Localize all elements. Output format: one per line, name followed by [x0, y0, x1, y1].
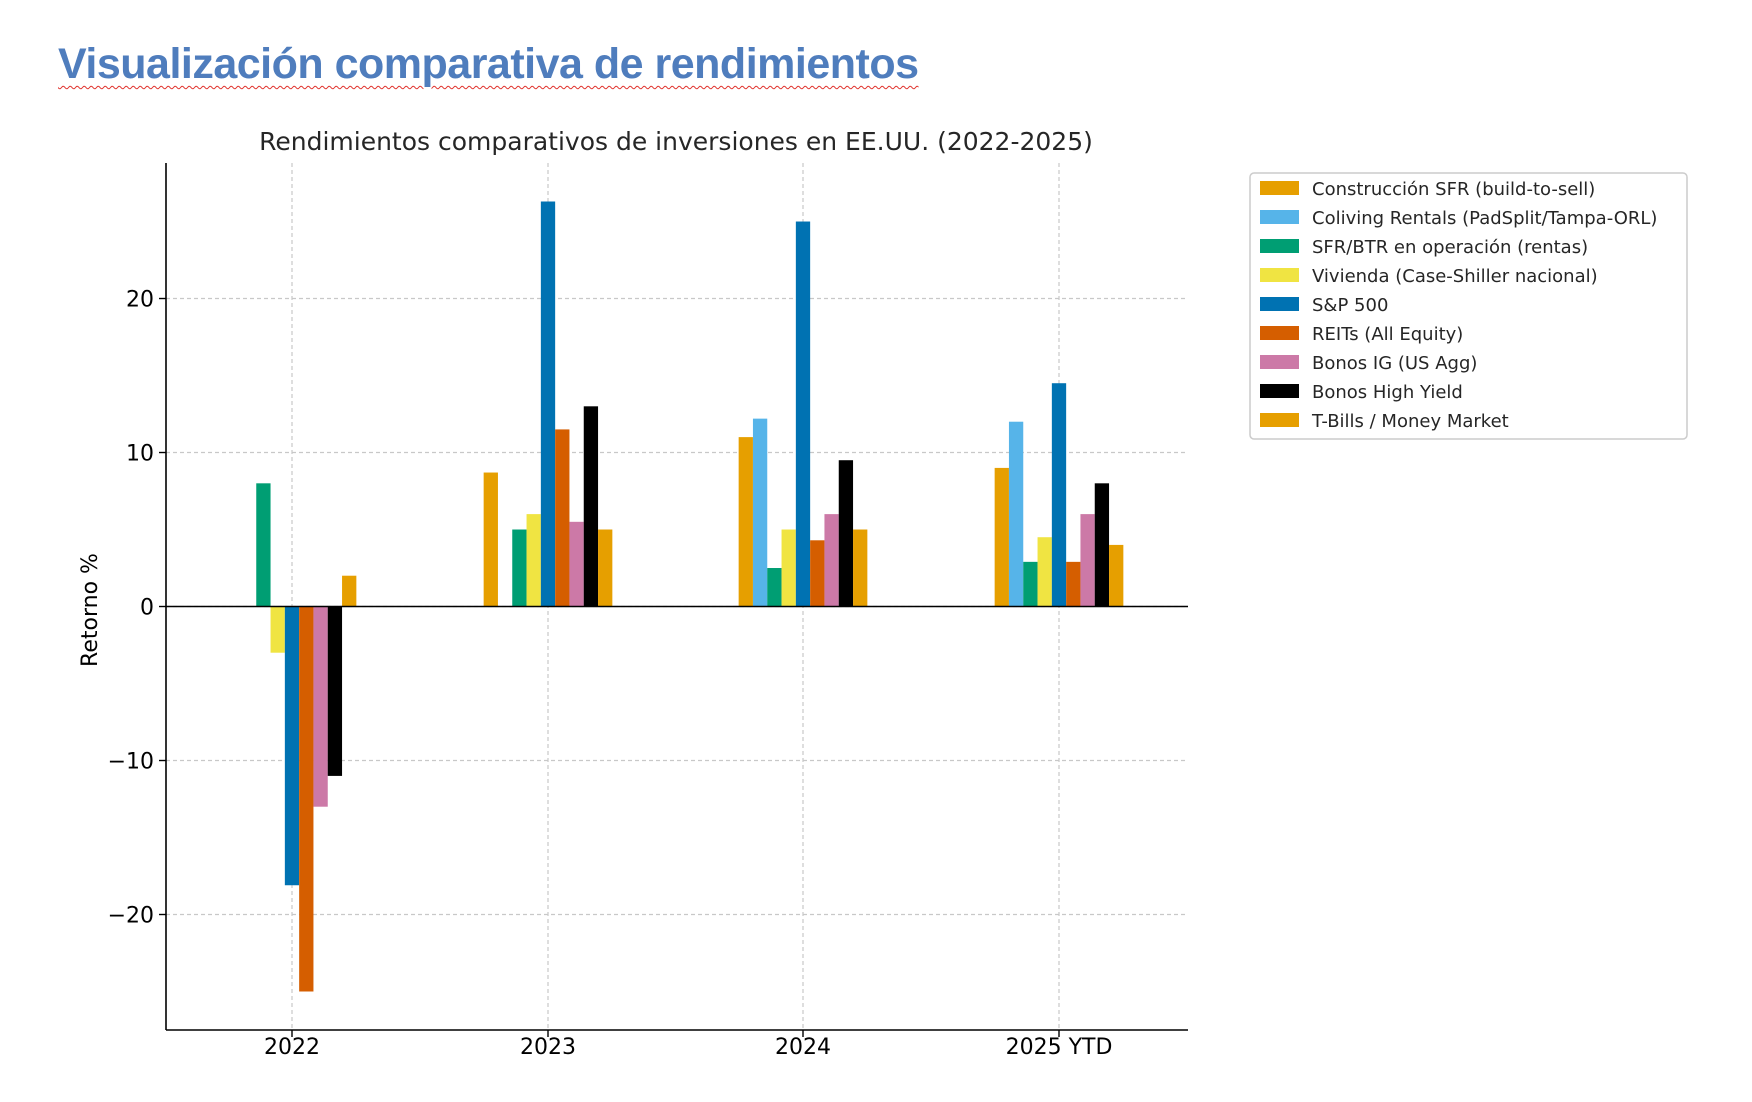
bar: [1008, 421, 1024, 607]
legend-swatch: [1260, 297, 1299, 311]
y-tick-label: 10: [126, 442, 154, 467]
legend-swatch: [1260, 413, 1299, 427]
x-tick-label: 2024: [775, 1035, 831, 1060]
bar: [1051, 383, 1067, 607]
bar: [342, 575, 357, 607]
legend-label: REITs (All Equity): [1312, 324, 1463, 345]
x-tick-label: 2022: [264, 1035, 320, 1060]
bar: [540, 201, 556, 607]
bar: [1109, 544, 1124, 607]
y-tick-label: −20: [108, 904, 154, 929]
bar: [781, 529, 796, 607]
y-tick-label: 20: [126, 288, 154, 313]
bars: [256, 201, 1124, 992]
legend-swatch: [1260, 268, 1299, 282]
y-axis-label: Retorno %: [78, 553, 103, 667]
bar: [256, 483, 271, 607]
bar: [1066, 561, 1081, 607]
bar: [994, 467, 1009, 607]
legend-swatch: [1260, 355, 1299, 369]
legend-label: SFR/BTR en operación (rentas): [1312, 237, 1588, 258]
bar: [569, 521, 584, 607]
legend-swatch: [1260, 181, 1299, 195]
bar: [483, 472, 498, 607]
bar: [313, 606, 328, 807]
bar: [838, 460, 854, 607]
legend-swatch: [1260, 210, 1299, 224]
bar: [299, 606, 314, 992]
y-tick-label: 0: [140, 596, 154, 621]
bar: [284, 606, 300, 886]
legend-label: Bonos IG (US Agg): [1312, 353, 1477, 374]
legend-label: T-Bills / Money Market: [1311, 411, 1509, 432]
y-tick-label: −10: [108, 750, 154, 775]
axes: −20 −10 0 10 20 2022 2023 2024 2025 YTD: [108, 163, 1188, 1060]
bar: [1037, 537, 1052, 607]
bar: [810, 540, 825, 607]
bar: [555, 429, 570, 607]
chart-title: Rendimientos comparativos de inversiones…: [259, 127, 1093, 156]
legend-swatch: [1260, 384, 1299, 398]
bar: [752, 418, 768, 607]
bar: [1080, 514, 1095, 607]
legend-label: Vivienda (Case-Shiller nacional): [1312, 266, 1598, 287]
legend-label: Construcción SFR (build-to-sell): [1312, 179, 1595, 200]
x-tick-label: 2023: [520, 1035, 576, 1060]
bar: [1094, 483, 1110, 607]
bar: [526, 514, 541, 607]
bar: [853, 529, 868, 607]
page-heading: Visualización comparativa de rendimiento…: [58, 40, 919, 88]
legend-frame: [1249, 172, 1688, 440]
bar: [1023, 561, 1038, 607]
legend-swatch: [1260, 239, 1299, 253]
legend: Construcción SFR (build-to-sell) Coliving…: [1249, 172, 1688, 440]
bar: [270, 606, 285, 653]
legend-label: S&P 500: [1312, 295, 1388, 316]
bar: [598, 529, 613, 607]
bar: [795, 221, 811, 607]
bar: [512, 529, 527, 607]
bar: [767, 568, 782, 607]
bar: [327, 606, 343, 776]
legend-swatch: [1260, 326, 1299, 340]
x-tick-label: 2025 YTD: [1006, 1035, 1113, 1060]
bar: [738, 437, 753, 607]
legend-label: Bonos High Yield: [1312, 382, 1463, 403]
legend-label: Coliving Rentals (PadSplit/Tampa-ORL): [1312, 208, 1657, 229]
bar: [583, 406, 599, 607]
bar: [824, 514, 839, 607]
